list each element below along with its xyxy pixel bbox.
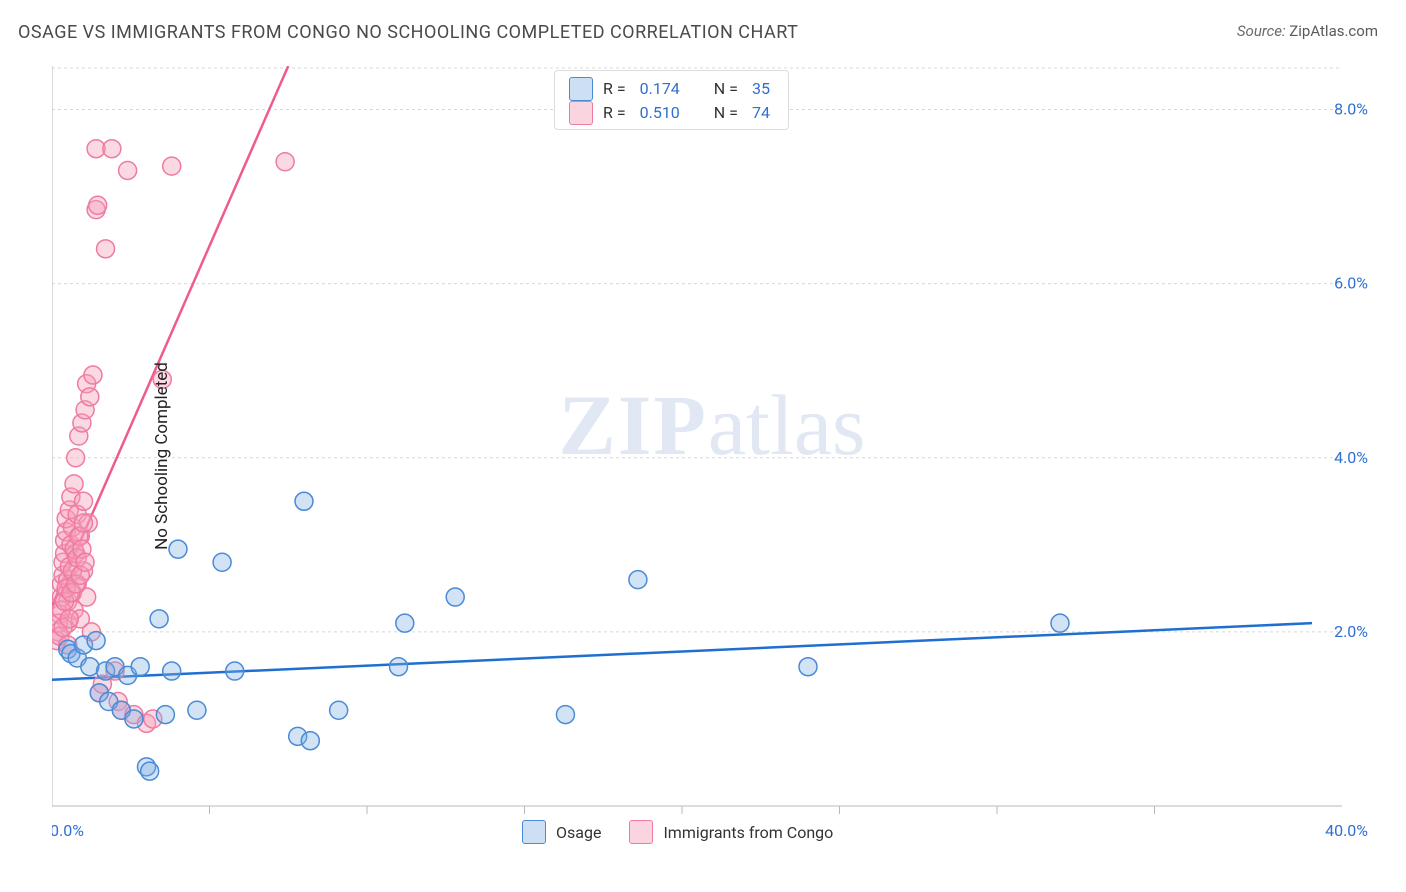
- legend-swatch-blue: [569, 77, 593, 101]
- legend-item-osage: Osage: [522, 820, 601, 844]
- r-value: 0.510: [640, 101, 680, 125]
- svg-text:6.0%: 6.0%: [1334, 274, 1368, 293]
- legend-swatch-pink: [569, 101, 593, 125]
- r-value: 0.174: [640, 77, 680, 101]
- legend-item-congo: Immigrants from Congo: [629, 820, 833, 844]
- legend-row-osage: R = 0.174 N = 35: [569, 77, 774, 101]
- source-label: Source:: [1237, 22, 1286, 40]
- legend-label: Osage: [556, 823, 601, 842]
- svg-text:2.0%: 2.0%: [1334, 622, 1368, 641]
- r-label: R =: [603, 101, 626, 125]
- legend-swatch-blue: [522, 820, 546, 844]
- n-label: N =: [714, 77, 738, 101]
- y-axis-label: No Schooling Completed: [152, 362, 172, 550]
- series-legend: Osage Immigrants from Congo: [522, 820, 833, 844]
- svg-text:0.0%: 0.0%: [52, 821, 84, 840]
- chart-title: OSAGE VS IMMIGRANTS FROM CONGO NO SCHOOL…: [18, 22, 798, 43]
- legend-swatch-pink: [629, 820, 653, 844]
- svg-text:8.0%: 8.0%: [1334, 100, 1368, 119]
- svg-text:40.0%: 40.0%: [1325, 821, 1368, 840]
- chart-svg: 2.0% 4.0% 6.0% 8.0% 0.0% 40.0%: [52, 66, 1372, 846]
- correlation-legend: R = 0.174 N = 35 R = 0.510 N = 74: [554, 70, 789, 130]
- r-label: R =: [603, 77, 626, 101]
- svg-text:4.0%: 4.0%: [1334, 448, 1368, 467]
- legend-label: Immigrants from Congo: [663, 823, 833, 842]
- chart-plot-area: No Schooling Completed ZIPatlas 2.0%4.0%…: [52, 66, 1372, 846]
- n-value: 35: [752, 77, 770, 101]
- n-value: 74: [752, 101, 770, 125]
- legend-row-congo: R = 0.510 N = 74: [569, 101, 774, 125]
- source-name: ZipAtlas.com: [1289, 22, 1378, 40]
- n-label: N =: [714, 101, 738, 125]
- source-attribution: Source: ZipAtlas.com: [1237, 22, 1378, 40]
